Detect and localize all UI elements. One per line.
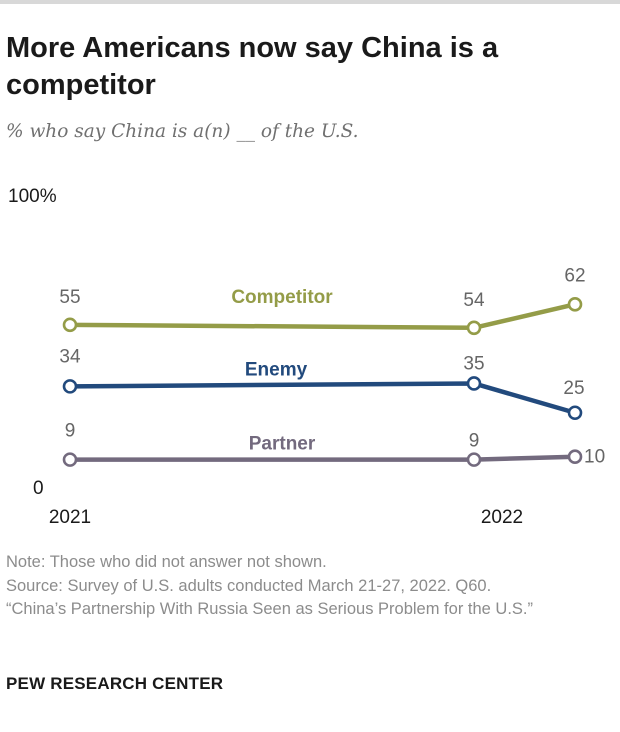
x-tick-label-2021: 2021	[49, 507, 91, 528]
competitor-marker-start	[62, 317, 78, 333]
chart-title: More Americans now say China is a compet…	[6, 32, 499, 101]
partner-value-label-2: 10	[584, 447, 605, 468]
y-tick-label-bottom: 0	[33, 478, 44, 499]
enemy-marker-mid	[466, 376, 482, 391]
partner-marker-mid	[466, 452, 482, 467]
enemy-marker-end	[567, 405, 583, 421]
partner-series-label: Partner	[249, 434, 316, 455]
partner-marker-start	[62, 452, 78, 467]
pew-logo-text: PEW RESEARCH CENTER	[6, 674, 224, 693]
x-tick-label-2022: 2022	[481, 507, 523, 528]
top-rule	[0, 0, 620, 4]
competitor-marker-mid	[466, 320, 482, 336]
partner-value-label-0: 9	[65, 421, 76, 442]
source-text: Source: Survey of U.S. adults conducted …	[6, 575, 606, 622]
enemy-series-label: Enemy	[245, 359, 308, 380]
enemy-marker-start	[62, 379, 78, 394]
y-tick-label-top: 100%	[8, 186, 57, 207]
source-line-2: “China’s Partnership With Russia Seen as…	[6, 600, 534, 618]
partner-value-label-1: 9	[469, 431, 480, 452]
chart-notes: Note: Those who did not answer not shown…	[6, 551, 606, 622]
source-line-1: Source: Survey of U.S. adults conducted …	[6, 576, 492, 595]
note-text: Note: Those who did not answer not shown…	[6, 553, 327, 571]
competitor-marker-end	[567, 297, 583, 312]
competitor-value-label-0: 55	[59, 287, 80, 308]
enemy-value-label-0: 34	[59, 346, 81, 367]
competitor-value-label-1: 54	[463, 290, 485, 311]
competitor-series-label: Competitor	[231, 287, 333, 308]
partner-line	[67, 454, 578, 462]
enemy-line	[67, 381, 578, 415]
competitor-value-label-2: 62	[564, 265, 585, 286]
chart-subtitle: % who say China is a(n) __ of the U.S.	[6, 121, 359, 142]
partner-marker-end	[567, 449, 583, 465]
enemy-value-label-1: 35	[463, 353, 484, 374]
enemy-value-label-2: 25	[563, 378, 584, 399]
